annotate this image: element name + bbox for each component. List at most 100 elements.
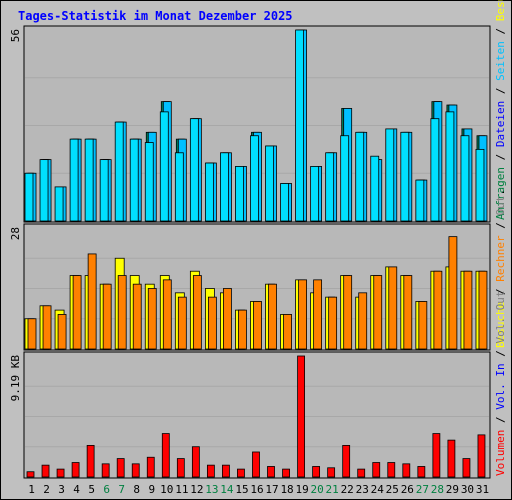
day-label-4: 4 [73,483,80,496]
bar-volumen-day-18 [282,468,290,478]
legend-part: / [494,21,507,41]
day-label-31: 31 [476,483,489,496]
bar-seiten-day-6 [99,159,109,222]
bar-rechner-day-29 [448,236,458,350]
bar-volumen-day-4 [71,462,80,478]
bar-rechner-day-1 [27,318,37,350]
bar-volumen-day-20 [312,466,321,478]
bar-volumen-day-15 [237,468,245,478]
bar-rechner-day-3 [57,314,67,350]
day-label-19: 19 [295,483,308,496]
bar-volumen-day-17 [267,466,275,478]
bar-seiten-day-24 [370,155,380,222]
bottom-axis-max-label: 9.19 KB [9,355,22,402]
bar-rechner-day-11 [177,296,187,350]
bar-seiten-day-23 [355,131,365,222]
day-label-12: 12 [190,483,203,496]
bottom-bars [26,355,486,478]
bar-volumen-day-19 [297,355,305,478]
day-label-8: 8 [133,483,140,496]
bar-seiten-day-26 [400,131,410,222]
bar-rechner-day-4 [72,275,82,350]
legend-part: Out [494,196,507,216]
bar-rechner-day-7 [117,275,127,350]
day-label-28: 28 [431,483,444,496]
bar-seiten-day-4 [69,138,79,222]
day-label-27: 27 [416,483,429,496]
bar-volumen-day-12 [191,446,200,478]
middle-series-legend: Besuche / Rechner / Out. [494,189,507,348]
legend-part: Rechner [494,235,507,282]
day-axis-labels: 1 2 3 4 5 6 7 8 9 10 11 12 13 14 15 16 17 18 19 20 21 22 23 24 2… [28,483,489,496]
legend-part: Dateien [494,101,507,147]
legend-part: Volumen [494,430,507,476]
bar-seiten-day-15 [235,166,244,222]
day-label-5: 5 [88,483,95,496]
day-label-3: 3 [58,483,65,496]
legend-part: Seiten [494,41,507,81]
legend-part: / [494,147,507,167]
legend-part: / [494,410,507,430]
bar-seiten-day-29 [445,111,455,222]
bar-seiten-day-5 [84,138,94,222]
legend-part: Besuche [494,302,507,348]
bar-rechner-day-12 [192,275,202,350]
bar-seiten-day-28 [430,118,440,222]
top-series-legend: Anfragen / Dateien / Seiten / Besuche [494,0,507,220]
bar-seiten-day-1 [24,172,34,222]
day-label-13: 13 [205,483,218,496]
day-label-6: 6 [103,483,110,496]
bar-seiten-day-14 [220,152,229,222]
legend-part: Anfragen [494,167,507,220]
bar-rechner-day-26 [403,275,413,350]
legend-part: / [494,344,507,364]
middle-panel: 28 Besuche / Rechner / Out. [9,189,507,351]
bar-rechner-day-5 [87,253,97,350]
bar-volumen-day-16 [252,451,260,478]
bar-seiten-day-16 [250,135,259,222]
bar-rechner-day-19 [298,279,307,350]
bar-rechner-day-16 [253,301,262,350]
middle-axis-max-label: 28 [9,227,22,240]
bar-rechner-day-15 [238,309,247,350]
legend-part: / [494,81,507,101]
bar-volumen-day-3 [56,468,65,478]
chart-title: Tages-Statistik im Monat Dezember 2025 [18,9,293,23]
legend-part: / [494,216,507,236]
bar-volumen-day-1 [26,471,35,478]
bar-volumen-day-27 [417,466,426,478]
bar-rechner-day-13 [207,296,217,350]
bar-volumen-day-10 [161,433,170,478]
day-label-7: 7 [118,483,125,496]
bar-volumen-day-30 [462,458,471,478]
bar-rechner-day-28 [433,270,443,350]
day-label-17: 17 [265,483,278,496]
day-label-2: 2 [43,483,50,496]
bar-seiten-day-21 [325,152,335,222]
day-label-9: 9 [148,483,155,496]
bar-seiten-day-11 [174,152,184,222]
day-label-22: 22 [341,483,354,496]
bar-seiten-day-8 [129,138,139,222]
bar-seiten-day-18 [280,183,289,222]
bar-seiten-day-2 [39,159,49,222]
day-label-26: 26 [401,483,414,496]
bar-volumen-day-6 [101,463,110,478]
day-label-18: 18 [280,483,293,496]
day-label-21: 21 [326,483,339,496]
top-panel: 56 Anfragen / Dateien / Seiten / Besuche [9,0,507,223]
bottom-panel: 9.19 KB Volumen / Vol. In / Vol. Out [9,291,507,479]
bar-volumen-day-23 [357,468,366,478]
bar-rechner-day-20 [313,279,323,350]
bar-seiten-day-17 [265,145,274,222]
bar-rechner-day-31 [478,270,488,350]
bar-rechner-day-21 [328,296,338,350]
bar-volumen-day-29 [447,439,456,478]
bar-volumen-day-13 [206,464,215,478]
bar-rechner-day-30 [463,270,473,350]
bar-rechner-day-14 [223,288,232,350]
bar-rechner-day-2 [42,305,52,350]
bar-seiten-day-7 [114,121,124,222]
bar-rechner-day-17 [268,283,277,350]
